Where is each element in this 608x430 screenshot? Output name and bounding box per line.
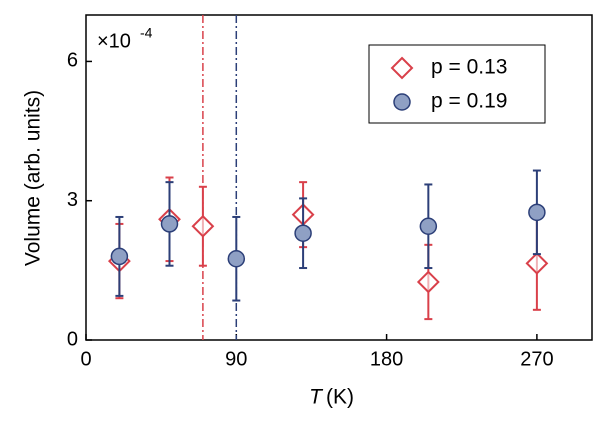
data-point (227, 250, 246, 268)
y-tick-label: 3 (67, 189, 78, 211)
x-tick-label: 0 (80, 348, 91, 370)
x-tick-label: 270 (520, 348, 553, 370)
legend-box (368, 44, 546, 124)
annotation: ×10 (97, 30, 131, 52)
annotation-exponent: -4 (140, 25, 153, 41)
legend-marker (390, 56, 414, 80)
plot-frame (85, 14, 593, 341)
data-point (110, 247, 129, 266)
data-point (294, 224, 312, 242)
data-point (419, 217, 438, 235)
data-point (416, 270, 440, 294)
legend-marker (393, 93, 411, 111)
x-tick-label: 180 (370, 348, 403, 370)
legend-label: p = 0.19 (431, 90, 507, 113)
data-point (528, 203, 546, 222)
y-tick-label: 0 (67, 328, 78, 350)
x-axis-unit: (K) (326, 386, 354, 409)
x-axis-label: T (309, 386, 324, 409)
legend-label: p = 0.13 (431, 56, 507, 79)
data-point (160, 215, 179, 233)
y-axis-label: Volume (arb. units) (22, 90, 45, 266)
data-point (191, 214, 215, 238)
y-tick-label: 6 (67, 50, 78, 72)
x-tick-label: 90 (225, 348, 247, 370)
data-point (525, 251, 549, 275)
